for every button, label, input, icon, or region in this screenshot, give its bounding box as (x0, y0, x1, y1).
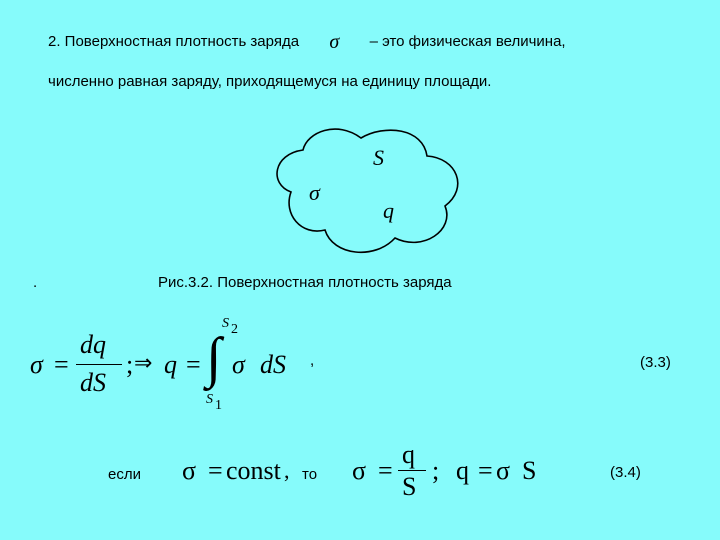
blob-svg: S σ q (255, 110, 485, 265)
eq34-S2: S (522, 456, 536, 486)
slide-root: 2. Поверхностная плотность заряда σ – эт… (0, 0, 720, 540)
eq34-eq2: = (378, 456, 393, 486)
equation-3-3: σ = dq dS ; ⇒ q = ∫ S 2 S 1 σ dS , (3.3) (30, 316, 690, 412)
def-line-1: 2. Поверхностная плотность заряда σ – эт… (48, 26, 678, 58)
eq34-sigma2: σ (352, 456, 366, 486)
eq33-lb-1: 1 (215, 398, 222, 414)
blob-label-S: S (373, 145, 384, 170)
eq33-int: ∫ (206, 330, 221, 386)
eq34-const: const (226, 456, 281, 486)
eq33-ub-S: S (222, 316, 229, 332)
eq33-number: (3.3) (640, 354, 671, 371)
def-line-1b: – это физическая величина, (370, 33, 566, 50)
eq33-fracline (76, 364, 122, 365)
sigma-symbol: σ (329, 26, 339, 58)
eq33-sigma: σ (30, 350, 43, 380)
eq33-dq: dq (80, 330, 106, 360)
eq34-semi: ; (432, 456, 439, 486)
definition-paragraph: 2. Поверхностная плотность заряда σ – эт… (48, 26, 678, 94)
equation-3-4: если σ = const , то σ = q S ; q = σ S (3… (0, 446, 720, 506)
eq33-sigma2: σ (232, 350, 245, 380)
eq34-eq: = (208, 456, 223, 486)
eq33-implies: ⇒ (134, 350, 152, 376)
blob-path (277, 129, 458, 252)
def-line-2: численно равная заряду, приходящемуся на… (48, 70, 678, 94)
figure-blob: S σ q (255, 110, 485, 270)
blob-label-q: q (383, 198, 394, 223)
eq33-ub-2: 2 (231, 322, 238, 338)
eq33-q: q (164, 350, 177, 380)
eq34-sigma: σ (182, 456, 196, 486)
eq34-number: (3.4) (610, 464, 641, 481)
eq34-q2: q (456, 456, 469, 486)
eq34-S: S (402, 472, 416, 502)
eq33-semi: ; (126, 350, 133, 380)
eq33-dS: dS (80, 368, 106, 398)
figure-caption: Рис.3.2. Поверхностная плотность заряда (158, 274, 452, 291)
eq33-eq: = (54, 350, 69, 380)
eq34-eq3: = (478, 456, 493, 486)
eq33-dS2: dS (260, 350, 286, 380)
stray-dot: . (33, 274, 37, 291)
eq34-sigma3: σ (496, 456, 510, 486)
eq34-q: q (402, 440, 415, 470)
eq33-comma: , (310, 352, 314, 369)
blob-label-sigma: σ (309, 180, 321, 205)
eq33-lb-S: S (206, 392, 213, 408)
eq34-comma: , (284, 458, 290, 484)
def-line-1a: 2. Поверхностная плотность заряда (48, 33, 299, 50)
eq34-fracline (398, 470, 426, 471)
eq34-then: то (302, 466, 317, 483)
eq34-if: если (108, 466, 141, 483)
eq33-eq2: = (186, 350, 201, 380)
